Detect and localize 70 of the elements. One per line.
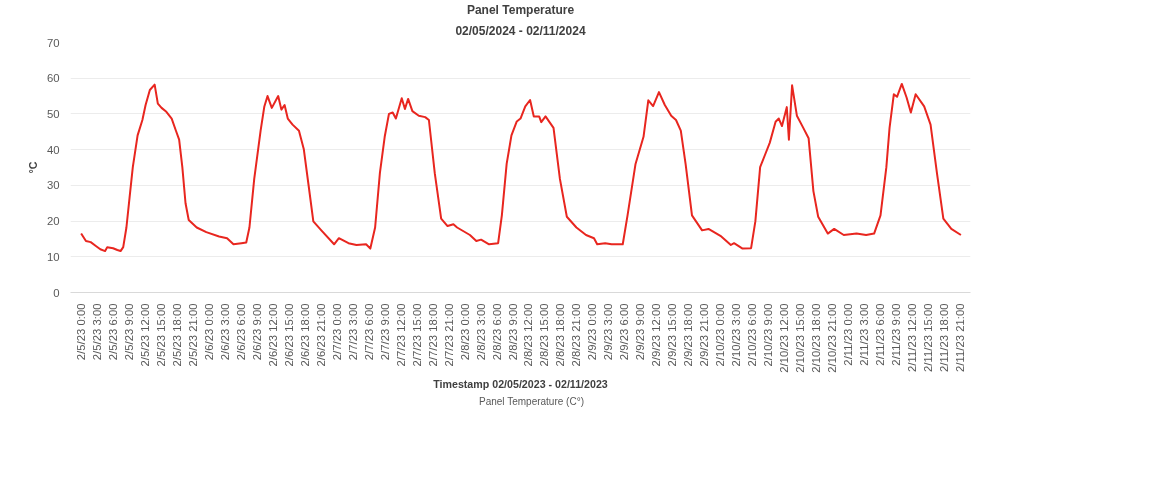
text: Panel Temperature (C°) <box>479 395 584 407</box>
line-series <box>80 82 962 253</box>
x-tick-label: 2/11/23 18:00 <box>937 303 950 372</box>
x-tick-label: 2/10/23 3:00 <box>730 303 743 367</box>
x-tick-label: 2/7/23 15:00 <box>410 303 423 367</box>
x-tick-label: 2/6/23 6:00 <box>234 303 247 361</box>
x-tick-label: 2/11/23 15:00 <box>921 303 934 372</box>
x-tick-label: 2/9/23 6:00 <box>618 303 631 361</box>
y-tick-label: 10 <box>46 250 60 263</box>
chart-title: Panel Temperature <box>466 2 575 17</box>
x-tick-label: 2/8/23 18:00 <box>554 303 567 367</box>
x-tick-label: 2/8/23 0:00 <box>458 303 471 361</box>
x-tick-label: 2/10/23 6:00 <box>746 303 759 367</box>
x-tick-label: 2/5/23 6:00 <box>107 303 120 361</box>
x-tick-label: 2/8/23 12:00 <box>522 303 535 367</box>
y-tick-label: 50 <box>46 107 60 120</box>
x-tick-label: 2/8/23 3:00 <box>474 303 487 361</box>
x-tick-label: 2/9/23 15:00 <box>666 303 679 367</box>
x-tick-label: 2/5/23 15:00 <box>155 303 168 367</box>
x-tick-label: 2/9/23 9:00 <box>634 303 647 361</box>
y-tick-label: 70 <box>46 36 60 49</box>
x-tick-label: 2/9/23 12:00 <box>650 303 663 367</box>
x-tick-label: 2/7/23 9:00 <box>378 303 391 361</box>
x-tick-label: 2/6/23 21:00 <box>314 303 327 367</box>
x-tick-label: 2/6/23 0:00 <box>202 303 215 361</box>
x-tick-label: 2/5/23 3:00 <box>91 303 104 361</box>
x-tick-label: 2/11/23 0:00 <box>842 303 855 366</box>
y-tick-label: 30 <box>46 179 60 192</box>
x-tick-label: 2/5/23 9:00 <box>123 303 136 361</box>
y-tick-label: 20 <box>46 215 60 228</box>
x-tick-label: 2/5/23 21:00 <box>186 303 199 367</box>
x-tick-label: 2/8/23 21:00 <box>570 303 583 367</box>
x-tick-label: 2/8/23 6:00 <box>490 303 503 361</box>
x-tick-label: 2/7/23 6:00 <box>362 303 375 361</box>
x-tick-label: 2/9/23 18:00 <box>682 303 695 367</box>
x-tick-label: 2/10/23 0:00 <box>714 303 727 367</box>
x-tick-label: 2/7/23 12:00 <box>394 303 407 367</box>
x-tick-label: 2/10/23 15:00 <box>794 303 807 373</box>
x-tick-label: 2/11/23 9:00 <box>889 303 902 366</box>
x-tick-label: 2/6/23 15:00 <box>282 303 295 367</box>
x-tick-label: 2/5/23 0:00 <box>75 303 88 361</box>
x-tick-label: 2/5/23 12:00 <box>139 303 152 367</box>
x-tick-label: 2/8/23 15:00 <box>538 303 551 367</box>
x-tick-label: 2/6/23 3:00 <box>218 303 231 361</box>
x-tick-label: 2/11/23 21:00 <box>953 303 966 372</box>
chart-subtitle: 02/05/2024 - 02/11/2024 <box>455 23 586 38</box>
x-axis-title: Timestamp 02/05/2023 - 02/11/2023 <box>433 377 608 390</box>
x-tick-label: 2/9/23 3:00 <box>602 303 615 361</box>
x-tick-label: 2/11/23 12:00 <box>905 303 918 372</box>
x-tick-label: 2/5/23 18:00 <box>171 303 184 367</box>
x-tick-label: 2/9/23 0:00 <box>586 303 599 361</box>
x-tick-label: 2/10/23 12:00 <box>778 303 791 373</box>
x-tick-label: 2/8/23 9:00 <box>506 303 519 361</box>
x-tick-label: 2/9/23 21:00 <box>698 303 711 367</box>
x-tick-label: 2/6/23 12:00 <box>266 303 279 367</box>
x-tick-label: 2/6/23 18:00 <box>298 303 311 367</box>
x-tick-label: 2/7/23 3:00 <box>346 303 359 361</box>
y-tick-label: 40 <box>46 143 60 156</box>
x-tick-label: 2/7/23 0:00 <box>330 303 343 361</box>
y-axis-title: °C <box>26 161 39 174</box>
y-tick-label: 0 <box>53 286 60 299</box>
x-tick-label: 2/10/23 9:00 <box>762 303 775 367</box>
x-tick-label: 2/11/23 6:00 <box>873 303 886 366</box>
x-tick-label: 2/10/23 21:00 <box>826 303 839 373</box>
x-tick-label: 2/7/23 18:00 <box>426 303 439 367</box>
x-tick-label: 2/11/23 3:00 <box>857 303 870 366</box>
x-tick-label: 2/6/23 9:00 <box>250 303 263 361</box>
y-tick-label: 60 <box>46 72 60 85</box>
x-tick-label: 2/7/23 21:00 <box>442 303 455 367</box>
x-tick-label: 2/10/23 18:00 <box>810 303 823 373</box>
